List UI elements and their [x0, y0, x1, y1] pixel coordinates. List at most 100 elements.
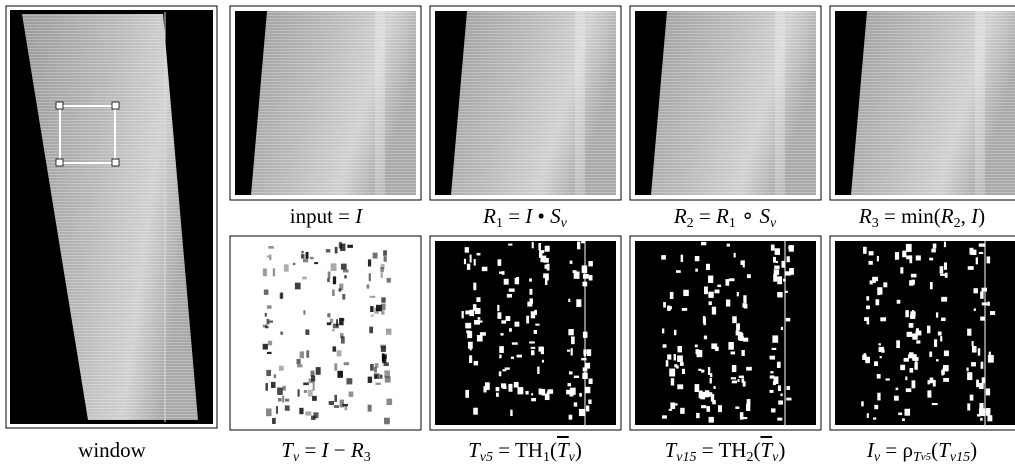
- speck: [894, 252, 900, 260]
- speck: [268, 340, 273, 346]
- image: [435, 241, 616, 425]
- image: [835, 241, 1015, 425]
- speck: [662, 344, 667, 348]
- speck: [333, 405, 340, 408]
- speck: [694, 384, 700, 393]
- speck: [916, 328, 920, 332]
- speck: [503, 278, 509, 285]
- speck: [339, 399, 345, 408]
- speck: [777, 291, 783, 298]
- speck: [472, 304, 477, 311]
- speck: [344, 275, 347, 279]
- speck: [499, 354, 502, 359]
- speck: [469, 346, 472, 351]
- speck: [929, 257, 934, 261]
- speck: [499, 271, 502, 274]
- caption-text: = min(: [878, 204, 941, 228]
- speck: [588, 378, 593, 385]
- speck: [769, 389, 774, 393]
- speck: [902, 418, 905, 421]
- speck: [380, 272, 383, 278]
- speck: [976, 379, 979, 388]
- speck: [973, 288, 978, 294]
- caption-text: I: [866, 438, 874, 462]
- speck: [940, 336, 943, 342]
- speck: [978, 408, 985, 417]
- caption-text: T: [938, 438, 950, 462]
- caption-text: v15: [949, 450, 971, 465]
- speck: [733, 252, 736, 258]
- speck: [381, 310, 385, 315]
- speck: [385, 328, 392, 335]
- speck: [661, 255, 666, 260]
- image-texture: [635, 11, 816, 195]
- caption-text: S: [550, 204, 561, 228]
- caption-text: 2: [953, 216, 961, 231]
- speck: [926, 325, 931, 334]
- dark-edge: [835, 11, 867, 195]
- speck: [933, 339, 938, 347]
- speck: [279, 292, 283, 299]
- speck: [529, 341, 535, 344]
- speck: [778, 400, 783, 405]
- speck: [505, 315, 511, 322]
- speck: [573, 402, 578, 407]
- speck: [497, 259, 502, 266]
- speck: [531, 242, 534, 249]
- speck: [569, 387, 576, 395]
- speck: [340, 333, 344, 339]
- speck: [465, 322, 472, 329]
- caption-text: T: [912, 450, 921, 465]
- speck: [943, 350, 949, 357]
- speck: [944, 272, 948, 278]
- speck: [667, 305, 671, 311]
- image: [235, 241, 416, 425]
- speck: [262, 343, 268, 350]
- speck: [943, 262, 948, 270]
- speck: [775, 277, 779, 280]
- speck: [312, 395, 317, 401]
- speck: [669, 291, 674, 299]
- speck: [579, 392, 582, 397]
- speck: [905, 310, 909, 318]
- speck: [576, 299, 582, 307]
- speck: [469, 355, 473, 364]
- speck: [586, 349, 592, 357]
- speck: [379, 374, 383, 379]
- speck: [535, 323, 540, 326]
- speck: [476, 252, 481, 256]
- speck: [292, 262, 296, 266]
- caption-text: window: [78, 438, 146, 462]
- caption-text: v: [560, 216, 567, 231]
- speck: [367, 259, 372, 267]
- speck: [942, 365, 949, 372]
- bright-streak: [775, 11, 785, 195]
- caption-text: 1: [542, 450, 550, 465]
- speck: [569, 394, 574, 397]
- speck: [777, 276, 783, 285]
- speck: [383, 256, 387, 262]
- speck: [773, 273, 778, 282]
- speck: [774, 248, 780, 255]
- speck: [538, 252, 543, 258]
- speck: [937, 331, 942, 336]
- speck: [329, 318, 334, 324]
- speck: [285, 398, 290, 402]
- speck: [330, 263, 337, 272]
- speck: [469, 254, 472, 263]
- speck: [746, 366, 752, 371]
- speck: [726, 243, 731, 247]
- speck: [912, 333, 918, 340]
- speck: [340, 336, 345, 344]
- speck: [969, 394, 974, 401]
- speck: [909, 280, 914, 286]
- speck: [303, 390, 308, 393]
- speck: [665, 360, 669, 367]
- speck: [381, 353, 385, 361]
- speck: [588, 261, 593, 267]
- speck: [473, 258, 476, 266]
- speck: [275, 406, 278, 414]
- caption-text: v5: [920, 451, 932, 463]
